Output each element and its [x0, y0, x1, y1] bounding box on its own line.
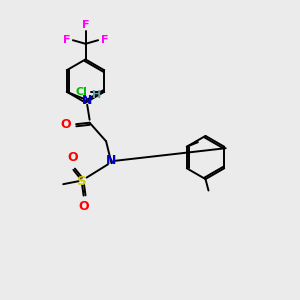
Text: O: O	[78, 200, 89, 213]
Text: F: F	[82, 20, 89, 30]
Text: O: O	[67, 151, 78, 164]
Text: Cl: Cl	[75, 87, 87, 97]
Text: F: F	[63, 35, 70, 45]
Text: N: N	[82, 94, 92, 107]
Text: N: N	[106, 154, 117, 167]
Text: F: F	[100, 35, 108, 45]
Text: H: H	[92, 90, 101, 100]
Text: S: S	[77, 175, 87, 188]
Text: O: O	[60, 118, 71, 131]
